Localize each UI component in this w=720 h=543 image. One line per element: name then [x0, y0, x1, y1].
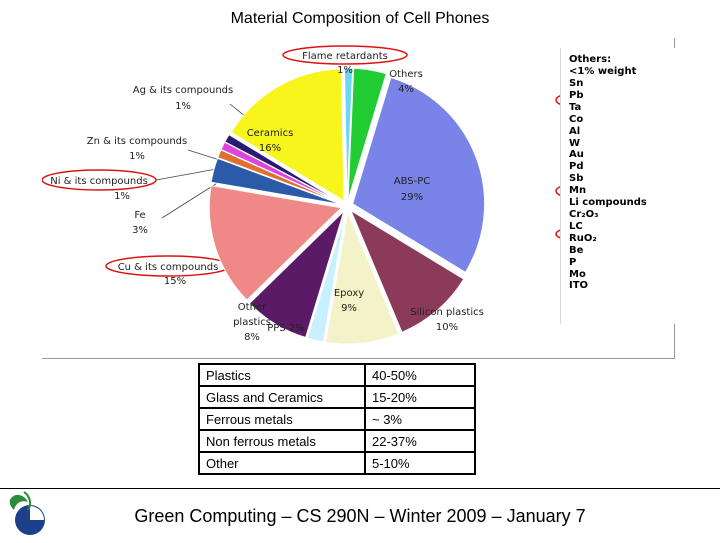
others-item: Sb [569, 173, 584, 185]
others-item: Mn [569, 185, 587, 197]
pie-slice-epoxy [324, 210, 400, 345]
pie-slice-ceramics [230, 68, 345, 202]
share-cell: 5-10% [364, 451, 476, 475]
table-row: Plastics 40-50% [198, 363, 476, 387]
label-cu: Cu & its compounds [118, 262, 219, 273]
flame-retardants-highlight [282, 45, 408, 65]
share-cell: ~ 3% [364, 407, 476, 431]
slide-footer: Green Computing – CS 290N – Winter 2009 … [134, 506, 586, 526]
others-item: Be [569, 244, 584, 256]
pie-chart-figure: Flame retardants 1% Others 4% Ag & its c… [42, 38, 679, 359]
others-item: LC [569, 220, 583, 232]
others-item: Sn [569, 78, 584, 89]
others-item: RuO₂ [569, 232, 597, 244]
pie-slice-abs-pc [352, 76, 486, 274]
label-epoxy: Epoxy [334, 288, 364, 299]
pie-slice-cu-its-compounds [208, 185, 343, 301]
value-abs-pc: 29% [401, 192, 423, 203]
table-row: Non ferrous metals 22-37% [198, 429, 476, 453]
composition-table: Plastics 40-50% Glass and Ceramics 15-20% Fe… [198, 363, 476, 475]
pie-slice-ag-its-compounds [224, 133, 343, 204]
value-zn: 1% [129, 151, 145, 162]
others-item: W [569, 137, 581, 149]
ucsb-green-logo [4, 490, 50, 538]
pie-slice-silicon-plastics [349, 209, 465, 333]
others-item: Ta [569, 101, 582, 113]
label-other-plastics-2: plastics [233, 317, 271, 328]
pie-slice-flame-retardants [343, 67, 354, 201]
others-title-line-2: <1% weight [569, 66, 637, 77]
material-cell: Other [198, 451, 366, 475]
pie-slice-others [347, 67, 387, 201]
others-title-line-1: Others: [569, 54, 612, 65]
label-flame-retardants: Flame retardants [302, 51, 388, 62]
label-others: Others [389, 69, 423, 80]
leader-ni [155, 167, 223, 181]
others-item: Mo [569, 268, 586, 280]
others-element-list: Sn Pb Ta Co Al W Au Pd Sb Mn Li compounds Cr₂O₃ LC Ru… [561, 78, 679, 292]
value-ceramics: 16% [259, 143, 281, 154]
others-item: ITO [569, 280, 589, 292]
footer-divider [0, 488, 720, 489]
others-legend-box: Others: <1% weight Sn Pb Ta Co Al W Au Pd Sb Mn Li… [560, 48, 679, 324]
others-item: Al [569, 125, 581, 137]
label-silicon-plastics: Silicon plastics [410, 307, 484, 318]
pie-slice-other-plastics [248, 210, 345, 339]
value-silicon-plastics: 10% [436, 322, 458, 333]
others-title: Others: <1% weight [561, 48, 679, 78]
table-row: Ferrous metals ~ 3% [198, 407, 476, 431]
others-item: Pd [569, 161, 584, 173]
others-item: Co [569, 113, 584, 125]
others-item: P [569, 256, 577, 268]
material-cell: Non ferrous metals [198, 429, 366, 453]
others-item: Li compounds [569, 197, 647, 209]
slide-title: Material Composition of Cell Phones [230, 10, 490, 27]
others-item: Cr₂O₃ [569, 208, 599, 220]
value-cu: 15% [164, 276, 186, 287]
label-other-plastics-1: Other [238, 302, 267, 313]
pie-slice-fe [210, 157, 342, 205]
label-zn: Zn & its compounds [87, 136, 188, 147]
others-item: Pb [569, 89, 584, 101]
pie-slice-pps [306, 211, 347, 343]
label-abs-pc: ABS-PC [394, 176, 431, 187]
value-epoxy: 9% [341, 303, 357, 314]
value-other-plastics: 8% [244, 332, 260, 343]
table-row: Other 5-10% [198, 451, 476, 475]
material-cell: Glass and Ceramics [198, 385, 366, 409]
share-cell: 40-50% [364, 363, 476, 387]
value-flame-retardants: 1% [337, 65, 353, 76]
leaf-circle-icon [9, 491, 45, 535]
value-fe: 3% [132, 225, 148, 236]
label-ceramics: Ceramics [247, 128, 294, 139]
value-ag: 1% [175, 101, 191, 112]
others-item: Au [569, 149, 584, 161]
value-others: 4% [398, 84, 414, 95]
share-cell: 22-37% [364, 429, 476, 453]
label-pps: PPS 2% [267, 323, 304, 334]
value-ni: 1% [114, 191, 130, 202]
material-cell: Plastics [198, 363, 366, 387]
table-row: Glass and Ceramics 15-20% [198, 385, 476, 409]
label-ni: Ni & its compounds [50, 176, 148, 187]
label-ag: Ag & its compounds [133, 85, 234, 96]
share-cell: 15-20% [364, 385, 476, 409]
material-cell: Ferrous metals [198, 407, 366, 431]
label-fe: Fe [134, 210, 145, 221]
pie-chart: Flame retardants 1% Others 4% Ag & its c… [42, 45, 609, 345]
